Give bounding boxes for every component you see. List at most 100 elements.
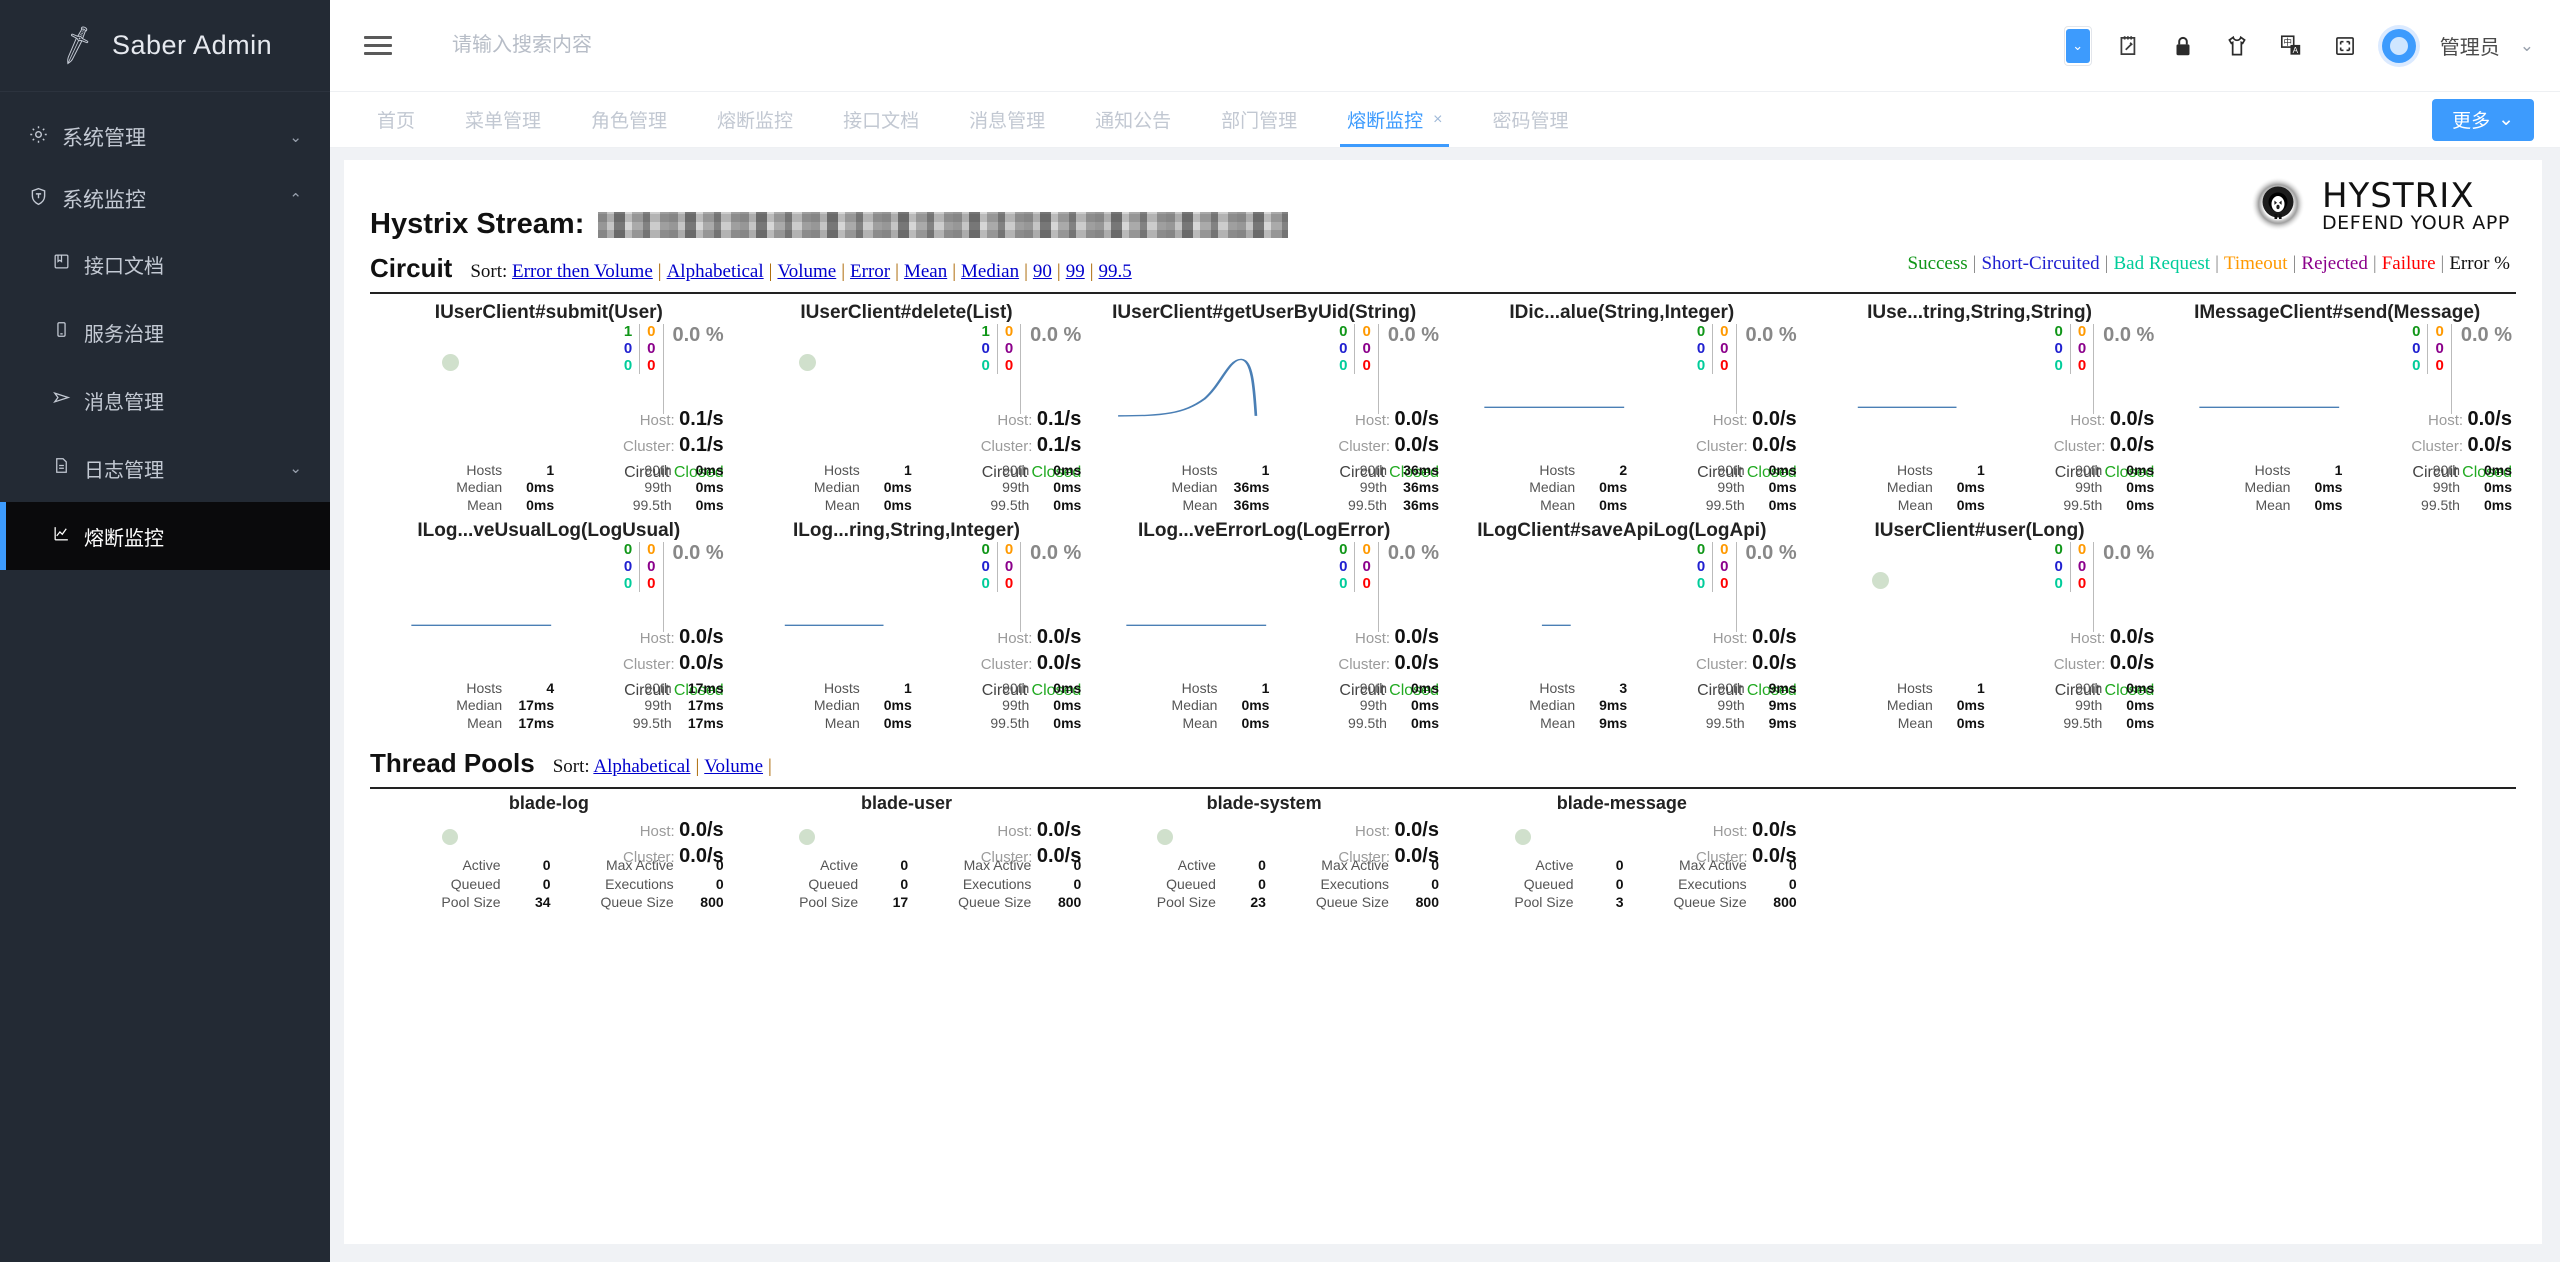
host-label: Host: <box>997 412 1033 429</box>
tp-sort-alphabetical[interactable]: Alphabetical <box>593 756 691 777</box>
chevron-down-icon[interactable]: ⌄ <box>2519 35 2534 55</box>
stat-value-hosts: 1 <box>1977 679 1985 696</box>
circuit-stats: Hosts 3 90th 9ms Median 9ms 99th 9ms Mean 9ms 99.5… <box>1468 680 1797 733</box>
stat-value-99th: 9ms <box>1768 697 1797 713</box>
tab-label: 密码管理 <box>1492 111 1569 132</box>
tab-api-docs[interactable]: 接口文档 <box>818 92 944 147</box>
count-short-circuited: 0 <box>2412 339 2421 357</box>
sidebar-group-system-management[interactable]: 系统管理 ⌄ <box>0 106 330 168</box>
threadpool-card[interactable]: blade-log Host: 0.0/s Cluster: 0.0/s Active… <box>370 793 728 913</box>
sort-alphabetical[interactable]: Alphabetical <box>666 261 764 282</box>
tab-department-management[interactable]: 部门管理 <box>1196 92 1322 147</box>
sidebar-item-service-governance[interactable]: 服务治理 <box>0 298 330 366</box>
circuit-card[interactable]: ILog...ring,String,Integer) 0 0 0 0 0 0 0.0 % Ho… <box>728 516 1086 734</box>
cluster-label: Cluster: <box>623 438 675 455</box>
threadpool-card[interactable]: blade-system Host: 0.0/s Cluster: 0.0/s Act… <box>1085 793 1443 913</box>
circuit-card[interactable]: ILogClient#saveApiLog(LogApi) 0 0 0 0 0 0 0.0 %… <box>1443 516 1801 734</box>
cluster-label: Cluster: <box>623 656 675 673</box>
sidebar-logo[interactable]: 🗡 Saber Admin <box>0 0 330 92</box>
stat-value-median: 0ms <box>1599 479 1628 495</box>
circuit-card[interactable]: IUserClient#delete(List) 1 0 0 0 0 0 0.0 % Host:… <box>728 298 1086 516</box>
stat-label-median: Median <box>456 479 503 495</box>
sort-error-then-volume[interactable]: Error then Volume <box>512 261 653 282</box>
sort-99[interactable]: 99 <box>1065 261 1085 282</box>
cluster-label: Cluster: <box>980 438 1033 455</box>
circuit-card[interactable]: ILog...veUsualLog(LogUsual) 0 0 0 0 0 0 0.0 % Ho… <box>370 516 728 734</box>
tp-sort-volume[interactable]: Volume <box>704 756 764 777</box>
stat-label-hosts: Hosts <box>824 679 860 696</box>
count-timeout: 0 <box>2077 323 2087 340</box>
tab-password-management[interactable]: 密码管理 <box>1467 92 1593 147</box>
more-button[interactable]: 更多 ⌄ <box>2432 98 2534 141</box>
stat-value-90th: 0ms <box>1053 679 1082 696</box>
stat-label-hosts: Hosts <box>466 679 503 696</box>
hamburger-icon[interactable] <box>364 36 392 55</box>
sidebar-item-log-management[interactable]: 日志管理 ⌄ <box>0 434 330 502</box>
sidebar-item-api-docs[interactable]: 接口文档 <box>0 230 330 298</box>
sort-median[interactable]: Median <box>961 261 1020 282</box>
collapse-select-icon[interactable]: ⌄ <box>2063 25 2092 66</box>
count-bad-request: 0 <box>623 356 633 374</box>
circuit-card[interactable]: IMessageClient#send(Message) 0 0 0 0 0 0 0.0 % H… <box>2158 298 2516 516</box>
circuit-name: IUserClient#submit(User) <box>434 302 663 323</box>
cluster-rate: 0.0/s <box>1394 845 1439 867</box>
sort-90[interactable]: 90 <box>1032 261 1052 282</box>
tab-label: 角色管理 <box>591 111 668 132</box>
circuit-card[interactable]: IUserClient#getUserByUid(String) 0 0 0 0 0 0 0.… <box>1085 298 1443 516</box>
stat-value-90th: 0ms <box>1410 679 1439 696</box>
circuit-card[interactable]: ILog...veErrorLog(LogError) 0 0 0 0 0 0 0.0 % Ho… <box>1085 516 1443 734</box>
count-failure: 0 <box>1362 574 1371 592</box>
sidebar-group-system-monitor[interactable]: 系统监控 ⌃ <box>0 168 330 230</box>
circuit-error-percent: 0.0 % <box>1745 542 1797 564</box>
tab-label: 熔断监控 <box>717 111 794 132</box>
search-input[interactable] <box>452 34 912 57</box>
circuit-card[interactable]: IUse...tring,String,String) 0 0 0 0 0 0 0.0 % Ho… <box>1801 298 2159 516</box>
tab-menu-management[interactable]: 菜单管理 <box>440 92 566 147</box>
tab-notice[interactable]: 通知公告 <box>1070 92 1196 147</box>
tools-note-icon[interactable] <box>2112 28 2146 64</box>
tab-role-management[interactable]: 角色管理 <box>566 92 692 147</box>
circuit-card[interactable]: IDic...alue(String,Integer) 0 0 0 0 0 0 0.0 % Ho… <box>1443 298 1801 516</box>
sort-volume[interactable]: Volume <box>777 261 837 282</box>
circuit-rates: Host: 0.1/s Cluster: 0.1/s <box>623 406 724 458</box>
sort-separator: | <box>657 261 662 282</box>
cluster-rate: 0.1/s <box>1036 434 1082 456</box>
circuit-divider <box>370 292 2516 294</box>
circuit-error-percent: 0.0 % <box>1387 542 1439 564</box>
sort-error[interactable]: Error <box>850 261 891 282</box>
stat-label-queue-size: Queue Size <box>1315 893 1389 910</box>
tab-message-management[interactable]: 消息管理 <box>944 92 1070 147</box>
sidebar-item-circuit-monitor[interactable]: 熔断监控 <box>0 502 330 570</box>
close-icon[interactable]: × <box>1433 110 1443 128</box>
circuit-name: IDic...alue(String,Integer) <box>1509 302 1735 323</box>
host-label: Host: <box>2070 630 2106 647</box>
avatar[interactable] <box>2381 28 2416 63</box>
sort-995[interactable]: 99.5 <box>1098 261 1132 282</box>
stat-label-active: Active <box>820 857 859 874</box>
tab-home[interactable]: 首页 <box>352 92 440 147</box>
tab-circuit-monitor-1[interactable]: 熔断监控 <box>692 92 818 147</box>
cluster-rate: 0.0/s <box>2109 434 2155 456</box>
circuit-card[interactable]: IUserClient#submit(User) 1 0 0 0 0 0 0.0 % Host:… <box>370 298 728 516</box>
lock-icon[interactable] <box>2166 28 2200 64</box>
language-icon[interactable]: 中 A <box>2274 28 2308 64</box>
stat-value-active: 0 <box>1615 857 1624 874</box>
fullscreen-icon[interactable] <box>2328 28 2362 64</box>
stat-value-pool-size: 23 <box>1250 893 1266 910</box>
count-failure: 0 <box>1720 574 1729 592</box>
threadpool-card[interactable]: blade-message Host: 0.0/s Cluster: 0.0/s Ac… <box>1443 793 1801 913</box>
tab-circuit-monitor-active[interactable]: 熔断监控 × <box>1322 92 1467 147</box>
sort-mean[interactable]: Mean <box>903 261 948 282</box>
stat-label-hosts: Hosts <box>1897 461 1933 478</box>
count-rejected: 0 <box>2077 557 2087 575</box>
stat-label-99th: 99th <box>1717 697 1745 713</box>
stat-value-995th: 0ms <box>1053 496 1082 513</box>
circuit-card[interactable]: IUserClient#user(Long) 0 0 0 0 0 0 0.0 % Host: 0… <box>1801 516 2159 734</box>
threadpool-card[interactable]: blade-user Host: 0.0/s Cluster: 0.0/s Activ… <box>728 793 1086 913</box>
threadpool-stats: Active 0 Max Active 0 Queued 0 Executions 0 Pool… <box>1460 856 1796 911</box>
theme-shirt-icon[interactable] <box>2220 28 2254 64</box>
stat-label-mean: Mean <box>2255 496 2291 513</box>
sidebar-item-message-management[interactable]: 消息管理 <box>0 366 330 434</box>
circuit-state: Circuit Closed <box>1339 464 1439 481</box>
